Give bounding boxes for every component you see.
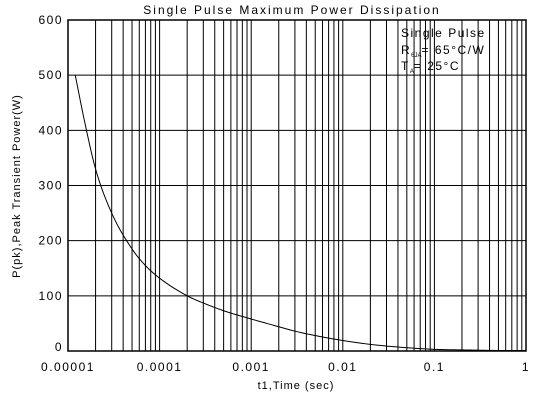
y-tick-label: 500 xyxy=(38,68,63,82)
annotation-r-sub: θJA xyxy=(411,53,421,59)
annotation-r: R xyxy=(401,43,411,57)
annotation-t: T xyxy=(401,59,410,73)
y-tick-label: 600 xyxy=(38,13,63,27)
x-tick-label: 0.1 xyxy=(424,360,445,374)
x-tick-label: 0.01 xyxy=(328,360,357,374)
x-tick-label: 1 xyxy=(522,360,530,374)
x-tick-label: 0.0001 xyxy=(137,360,183,374)
annotation-t-sub: A xyxy=(410,69,414,75)
chart-title: Single Pulse Maximum Power Dissipation xyxy=(143,3,440,17)
annotation-line-3: TA= 25°C xyxy=(401,59,460,75)
tick-labels: 0.00001 0.0001 0.001 0.01 0.1 1 0 100 200 300 400 5… xyxy=(38,13,530,374)
annotation-r-value: = 65°C/W xyxy=(422,43,486,57)
y-tick-label: 100 xyxy=(38,289,63,303)
series-line xyxy=(74,75,526,351)
annotation-line-2: RθJA= 65°C/W xyxy=(401,43,485,59)
y-tick-label: 400 xyxy=(38,123,63,137)
x-axis-label: t1,Time (sec) xyxy=(258,380,335,392)
plot-frame xyxy=(67,19,527,352)
x-tick-label: 0.00001 xyxy=(41,360,95,374)
annotation: Single Pulse RθJA= 65°C/W TA= 25°C xyxy=(401,26,486,75)
annotation-t-value: = 25°C xyxy=(414,59,460,73)
y-tick-label: 300 xyxy=(38,179,63,193)
annotation-line-1: Single Pulse xyxy=(401,26,486,40)
y-tick-label: 0 xyxy=(55,340,63,354)
y-axis-label: P(pk),Peak Transient Power(W) xyxy=(11,94,23,278)
x-tick-label: 0.001 xyxy=(232,360,270,374)
y-tick-label: 200 xyxy=(38,234,63,248)
grid xyxy=(67,19,526,352)
